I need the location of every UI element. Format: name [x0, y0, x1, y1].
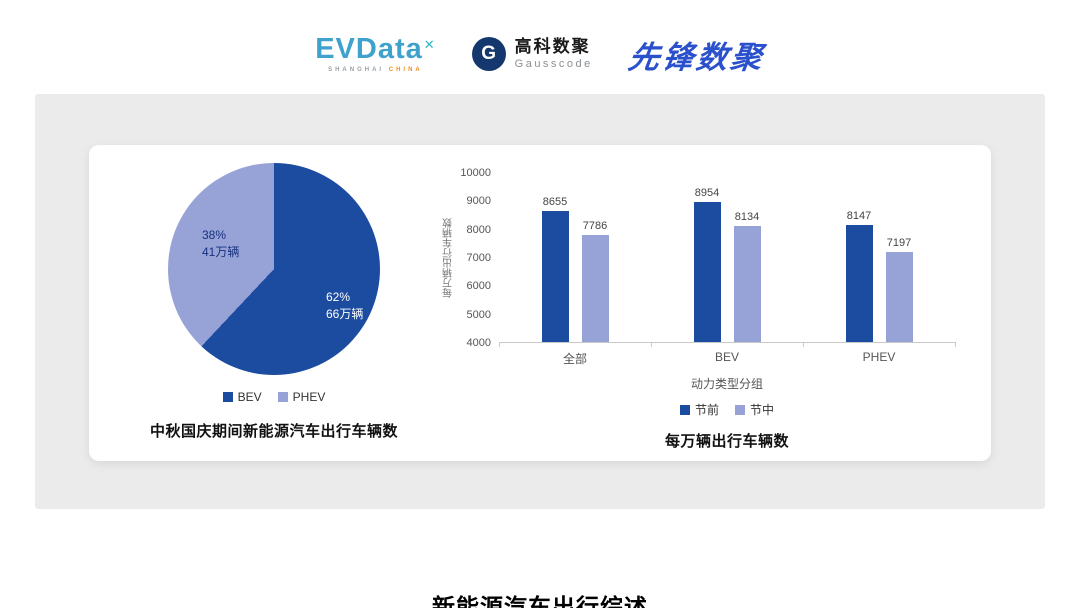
evdata-x-icon: ✕ [423, 37, 436, 52]
evdata-tagline-china: CHINA [388, 67, 423, 73]
pie-label-bev-percent: 62% [326, 290, 351, 304]
gausscode-name-cn: 高科数聚 [514, 37, 591, 57]
bar-legend-item-mid: 节中 [735, 401, 774, 418]
y-tick-label: 10000 [460, 167, 491, 179]
bar-group: 8147 7197 [803, 173, 955, 342]
x-category-label: PHEV [862, 350, 896, 364]
gausscode-icon-letter: G [481, 43, 497, 64]
pie-legend-label-phev: PHEV [292, 390, 326, 404]
legend-swatch-mid [735, 404, 745, 415]
bar-wrap: 7197 [885, 173, 913, 342]
gausscode-logo-text: 高科数聚 Gausscode [515, 37, 593, 71]
xianfeng-logo: 先锋数聚 [625, 39, 767, 75]
pie-label-bev: 62% 66万辆 [326, 289, 363, 324]
evdata-wordmark: EVData [315, 33, 423, 65]
bar-y-axis-label: 每万辆出行车辆数 [443, 218, 455, 298]
pie-label-phev: 38% 41万辆 [202, 227, 239, 262]
bar-wrap: 8954 [693, 173, 721, 342]
bar-value-label: 8655 [542, 195, 568, 208]
bar-legend-item-pre: 节前 [679, 401, 719, 418]
x-category-label: BEV [714, 350, 739, 364]
bar-plot-column: 8655 7786 8954 8134 8147 7197 全部 BEV PHEV 动力类型分… [499, 173, 956, 451]
pie-chart-wrap: 38% 41万辆 62% 66万辆 [168, 163, 380, 375]
bar-value-label: 8954 [694, 187, 720, 200]
report-panel: 38% 41万辆 62% 66万辆 BEV PHEV 中秋国庆期间新能源汽车 [35, 94, 1045, 509]
bar [885, 251, 913, 342]
bar-legend-label-mid: 节中 [750, 403, 775, 417]
y-tick-label: 4000 [466, 337, 491, 349]
evdata-logo-text: EVData✕ [315, 35, 435, 64]
x-axis-tick [955, 342, 956, 347]
bar [733, 225, 761, 342]
x-category-label: 全部 [562, 352, 587, 366]
x-axis-tick [802, 342, 804, 347]
pie-label-phev-percent: 38% [202, 228, 227, 242]
bar-value-label: 7197 [886, 236, 912, 249]
bar [845, 225, 873, 342]
bar-x-axis-label: 动力类型分组 [690, 377, 763, 391]
bar [693, 202, 721, 342]
legend-swatch-bev [222, 392, 233, 402]
pie-legend-item-phev: PHEV [277, 390, 326, 404]
bar-chart-title: 每万辆出行车辆数 [664, 433, 789, 450]
gausscode-logo: G 高科数聚 Gausscode [471, 37, 593, 71]
pie-label-bev-value: 66万辆 [326, 307, 364, 322]
bar-group: 8655 7786 [499, 173, 651, 342]
bar-group: 8954 8134 [651, 173, 803, 342]
bar [541, 210, 569, 342]
y-tick-label: 6000 [466, 280, 491, 293]
legend-swatch-phev [277, 392, 288, 402]
bar-wrap: 8655 [541, 173, 569, 342]
header-logos: EVData✕ SHANGHAI CHINA G 高科数聚 Gausscode … [0, 0, 1080, 94]
evdata-tagline-shanghai: SHANGHAI [328, 67, 385, 73]
bar-chart-section: 每万辆出行车辆数 4000 5000 6000 7000 8000 9000 10000 8… [441, 161, 973, 461]
bar-plot: 8655 7786 8954 8134 8147 7197 [499, 173, 956, 347]
y-tick-label: 7000 [466, 252, 491, 264]
bar-chart: 每万辆出行车辆数 4000 5000 6000 7000 8000 9000 10000 8… [441, 167, 973, 451]
pie-chart [168, 163, 380, 375]
page-title: 新能源汽车出行综述 [432, 594, 648, 608]
pie-legend: BEV PHEV [222, 390, 326, 404]
gausscode-name-en: Gausscode [514, 57, 593, 70]
page-footer: 新能源汽车出行综述 Overview of EV Transportation [0, 588, 1080, 608]
x-axis-tick [499, 342, 500, 347]
y-axis-ticks: 4000 5000 6000 7000 8000 9000 10000 [457, 167, 499, 349]
gausscode-circle-icon: G [471, 37, 506, 71]
pie-chart-section: 38% 41万辆 62% 66万辆 BEV PHEV 中秋国庆期间新能源汽车 [107, 161, 441, 461]
y-tick-label: 8000 [466, 223, 491, 236]
bar [581, 235, 609, 342]
x-axis-tick [650, 342, 652, 347]
pie-chart-title: 中秋国庆期间新能源汽车出行车辆数 [149, 423, 398, 440]
bar-wrap: 8147 [845, 173, 873, 342]
bar-value-label: 7786 [582, 220, 608, 233]
pie-legend-label-bev: BEV [237, 390, 262, 404]
bar-legend: 节前 节中 [679, 401, 774, 418]
charts-card: 38% 41万辆 62% 66万辆 BEV PHEV 中秋国庆期间新能源汽车 [89, 145, 991, 461]
bar-value-label: 8134 [734, 210, 760, 223]
y-tick-label: 5000 [466, 308, 491, 321]
bar-value-label: 8147 [846, 210, 872, 223]
evdata-logo: EVData✕ SHANGHAI CHINA [315, 35, 435, 74]
evdata-tagline: SHANGHAI CHINA [328, 67, 423, 73]
bar-wrap: 7786 [581, 173, 609, 342]
x-axis-categories: 全部 BEV PHEV [499, 350, 955, 367]
pie-label-phev-value: 41万辆 [202, 245, 240, 260]
pie-legend-item-bev: BEV [222, 390, 262, 404]
bar-wrap: 8134 [733, 173, 761, 342]
legend-swatch-pre [679, 404, 690, 415]
y-tick-label: 9000 [466, 195, 491, 208]
bar-legend-label-pre: 节前 [694, 403, 719, 417]
